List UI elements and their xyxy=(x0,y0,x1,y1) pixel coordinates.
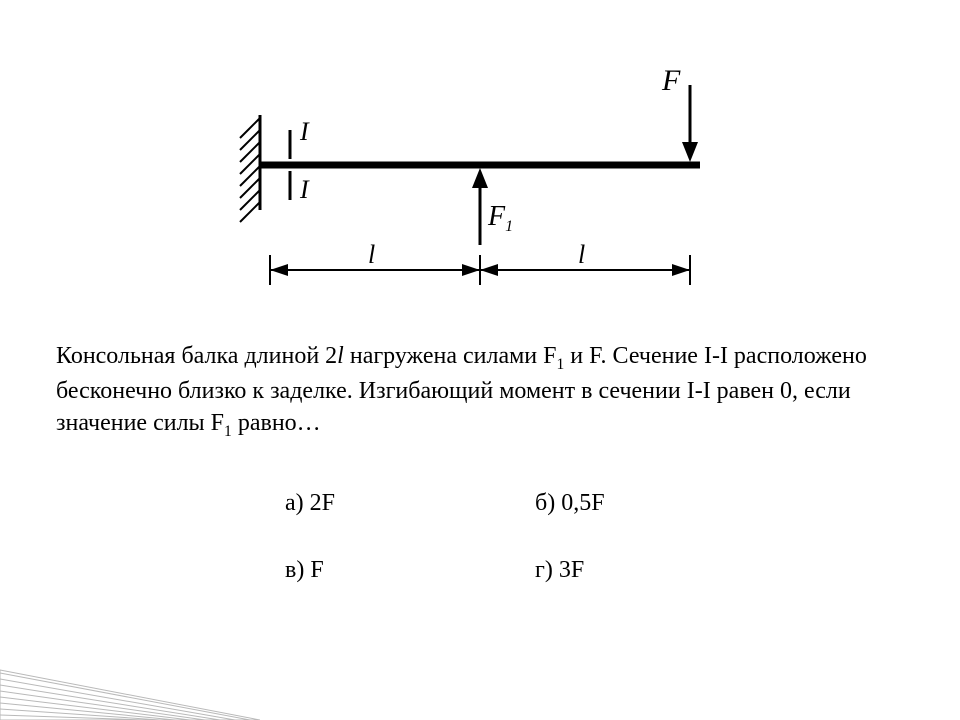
q-part-b: нагружена силами F xyxy=(344,343,557,369)
option-v: в) F xyxy=(285,557,535,584)
label-F: F xyxy=(661,70,681,97)
beam-diagram: I I F F1 l l xyxy=(230,70,730,315)
label-I-top: I xyxy=(299,117,310,146)
option-g: г) 3F xyxy=(535,557,785,584)
q-part-d: равно… xyxy=(232,410,321,436)
corner-decoration xyxy=(0,665,260,720)
option-a: а) 2F xyxy=(285,490,535,517)
options-row-1: а) 2F б) 0,5F xyxy=(285,490,785,517)
q-l: l xyxy=(337,343,344,369)
question-text: Консольная балка длиной 2l нагружена сил… xyxy=(56,340,906,442)
q-sub2: 1 xyxy=(224,423,232,440)
q-part-a: Консольная балка длиной 2 xyxy=(56,343,337,369)
answer-options: а) 2F б) 0,5F в) F г) 3F xyxy=(285,490,785,624)
option-b: б) 0,5F xyxy=(535,490,785,517)
label-I-bot: I xyxy=(299,175,310,204)
beam-svg: I I F F1 l l xyxy=(230,70,730,310)
label-l-left: l xyxy=(368,240,375,269)
label-l-right: l xyxy=(578,240,585,269)
options-row-2: в) F г) 3F xyxy=(285,557,785,584)
label-F1: F1 xyxy=(487,201,513,235)
slide-page: I I F F1 l l xyxy=(0,0,960,720)
